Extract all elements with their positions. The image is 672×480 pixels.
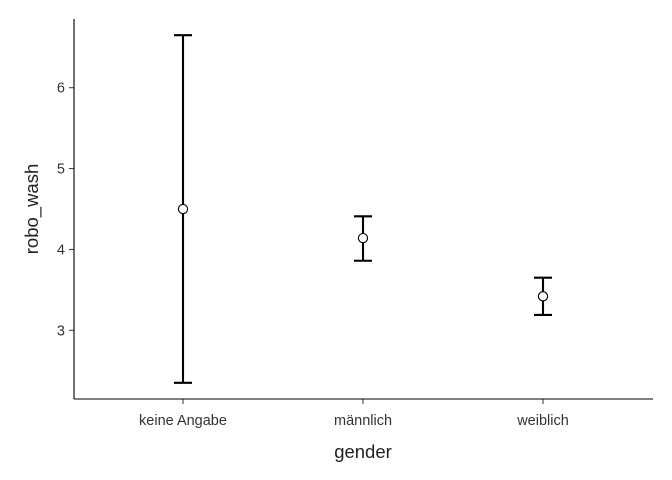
y-tick-label: 5 (57, 162, 65, 178)
mean-points (177, 203, 549, 302)
x-axis-ticks: keine Angabe männlich weiblich (139, 399, 569, 429)
mean-point (357, 232, 369, 244)
x-tick-label: weiblich (516, 413, 569, 429)
y-axis-ticks: 3 4 5 6 (57, 81, 74, 339)
x-tick-label: männlich (334, 413, 392, 429)
error-bars (174, 34, 552, 384)
y-tick-label: 4 (57, 242, 65, 258)
x-tick-label: keine Angabe (139, 413, 227, 429)
mean-point (537, 291, 549, 302)
y-tick-label: 6 (57, 81, 65, 97)
mean-point (177, 203, 189, 215)
y-axis-title: robo_wash (21, 164, 43, 255)
y-tick-label: 3 (57, 323, 65, 339)
x-axis-title: gender (334, 441, 392, 462)
